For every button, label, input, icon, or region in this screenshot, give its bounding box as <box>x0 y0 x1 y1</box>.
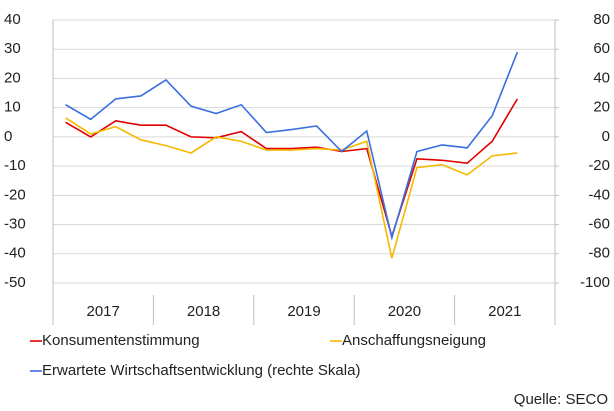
x-group-label: 2018 <box>187 303 220 320</box>
legend-label: Konsumentenstimmung <box>42 332 200 349</box>
y2-tick-label: -40 <box>588 186 610 203</box>
x-group-label: 2019 <box>287 303 320 320</box>
y-tick-label: -10 <box>4 157 26 174</box>
y2-tick-label: 0 <box>602 128 610 145</box>
y-tick-label: 10 <box>4 99 21 116</box>
y-tick-label: -50 <box>4 274 26 291</box>
series-line <box>65 51 519 241</box>
series-line <box>65 98 519 239</box>
x-group-label: 2021 <box>488 303 521 320</box>
y-tick-label: 0 <box>4 128 12 145</box>
y2-tick-label: -100 <box>580 274 610 291</box>
y2-tick-label: 60 <box>593 40 610 57</box>
y2-tick-label: -80 <box>588 245 610 262</box>
y2-tick-label: 80 <box>593 11 610 28</box>
y-tick-label: -20 <box>4 186 26 203</box>
y2-tick-label: -20 <box>588 157 610 174</box>
x-group-label: 2017 <box>87 303 120 320</box>
series-line <box>65 117 518 259</box>
y-tick-label: -40 <box>4 245 26 262</box>
y-tick-label: 40 <box>4 11 21 28</box>
source: Quelle: SECO <box>514 391 608 408</box>
y2-tick-label: 20 <box>593 99 610 116</box>
legend-label: Erwartete Wirtschaftsentwicklung (rechte… <box>42 362 360 379</box>
y-tick-label: 30 <box>4 40 21 57</box>
x-group-label: 2020 <box>388 303 421 320</box>
y-tick-label: -30 <box>4 216 26 233</box>
y2-tick-label: -60 <box>588 216 610 233</box>
y-tick-label: 20 <box>4 69 21 86</box>
legend-label: Anschaffungsneigung <box>342 332 486 349</box>
y2-tick-label: 40 <box>593 69 610 86</box>
